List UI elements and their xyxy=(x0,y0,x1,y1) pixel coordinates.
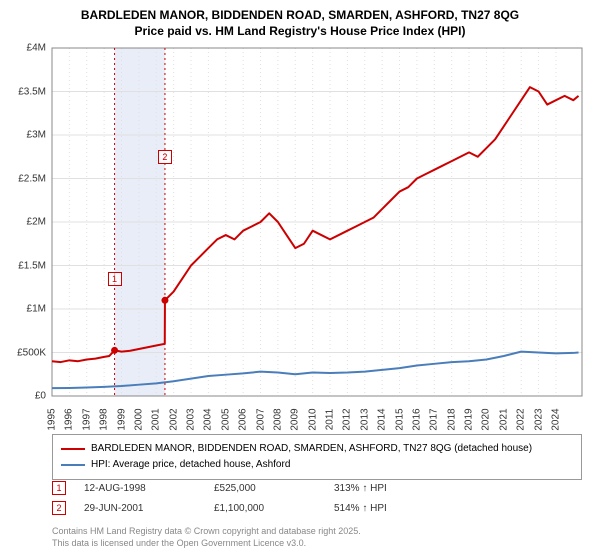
x-tick-label: 2017 xyxy=(429,405,440,435)
x-tick-label: 2024 xyxy=(550,405,561,435)
y-tick-label: £3M xyxy=(0,130,46,141)
x-tick-label: 2006 xyxy=(238,405,249,435)
sales-hpi: 313% ↑ HPI xyxy=(334,483,454,494)
sales-hpi: 514% ↑ HPI xyxy=(334,503,454,514)
y-tick-label: £500K xyxy=(0,347,46,358)
x-tick-label: 2020 xyxy=(481,405,492,435)
attribution: Contains HM Land Registry data © Crown c… xyxy=(52,526,361,549)
x-tick-label: 2009 xyxy=(290,405,301,435)
x-tick-label: 2004 xyxy=(203,405,214,435)
attribution-line-2: This data is licensed under the Open Gov… xyxy=(52,538,361,550)
legend-label: BARDLEDEN MANOR, BIDDENDEN ROAD, SMARDEN… xyxy=(91,441,532,457)
y-tick-label: £1.5M xyxy=(0,260,46,271)
x-tick-label: 1999 xyxy=(116,405,127,435)
sales-date: 12-AUG-1998 xyxy=(84,483,214,494)
x-tick-label: 2014 xyxy=(377,405,388,435)
x-tick-label: 2018 xyxy=(446,405,457,435)
x-tick-label: 2021 xyxy=(498,405,509,435)
legend-swatch xyxy=(61,448,85,450)
x-tick-label: 1997 xyxy=(81,405,92,435)
y-tick-label: £0 xyxy=(0,391,46,402)
x-tick-label: 2015 xyxy=(394,405,405,435)
y-tick-label: £3.5M xyxy=(0,86,46,97)
x-tick-label: 2002 xyxy=(168,405,179,435)
x-tick-label: 2001 xyxy=(151,405,162,435)
sale-marker-label: 2 xyxy=(158,150,172,164)
x-tick-label: 2007 xyxy=(255,405,266,435)
legend-swatch xyxy=(61,464,85,466)
x-tick-label: 2008 xyxy=(272,405,283,435)
x-tick-label: 2003 xyxy=(186,405,197,435)
sales-row: 1 12-AUG-1998£525,000313% ↑ HPI xyxy=(52,478,454,498)
y-tick-label: £1M xyxy=(0,304,46,315)
sales-price: £1,100,000 xyxy=(214,503,334,514)
legend: BARDLEDEN MANOR, BIDDENDEN ROAD, SMARDEN… xyxy=(52,434,582,480)
x-tick-label: 2010 xyxy=(307,405,318,435)
sale-marker-label: 1 xyxy=(108,272,122,286)
y-tick-label: £4M xyxy=(0,43,46,54)
x-tick-label: 2022 xyxy=(516,405,527,435)
legend-label: HPI: Average price, detached house, Ashf… xyxy=(91,457,290,473)
x-tick-label: 2023 xyxy=(533,405,544,435)
sales-row-marker: 2 xyxy=(52,501,66,515)
sales-price: £525,000 xyxy=(214,483,334,494)
x-tick-label: 1995 xyxy=(47,405,58,435)
x-tick-label: 2011 xyxy=(325,405,336,435)
x-tick-label: 2000 xyxy=(133,405,144,435)
sales-table: 1 12-AUG-1998£525,000313% ↑ HPI 2 29-JUN-20… xyxy=(52,478,454,518)
legend-item: BARDLEDEN MANOR, BIDDENDEN ROAD, SMARDEN… xyxy=(61,441,573,457)
y-tick-label: £2M xyxy=(0,217,46,228)
x-tick-label: 2013 xyxy=(359,405,370,435)
legend-item: HPI: Average price, detached house, Ashf… xyxy=(61,457,573,473)
x-tick-label: 2016 xyxy=(411,405,422,435)
attribution-line-1: Contains HM Land Registry data © Crown c… xyxy=(52,526,361,538)
sales-row-marker: 1 xyxy=(52,481,66,495)
x-tick-label: 2012 xyxy=(342,405,353,435)
sales-row: 2 29-JUN-2001£1,100,000514% ↑ HPI xyxy=(52,498,454,518)
x-tick-label: 2005 xyxy=(220,405,231,435)
x-tick-label: 2019 xyxy=(464,405,475,435)
x-tick-label: 1998 xyxy=(99,405,110,435)
y-tick-label: £2.5M xyxy=(0,173,46,184)
sales-date: 29-JUN-2001 xyxy=(84,503,214,514)
x-tick-label: 1996 xyxy=(64,405,75,435)
